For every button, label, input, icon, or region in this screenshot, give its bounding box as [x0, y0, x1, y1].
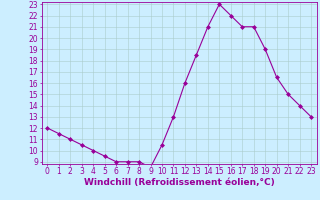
X-axis label: Windchill (Refroidissement éolien,°C): Windchill (Refroidissement éolien,°C) [84, 178, 275, 187]
